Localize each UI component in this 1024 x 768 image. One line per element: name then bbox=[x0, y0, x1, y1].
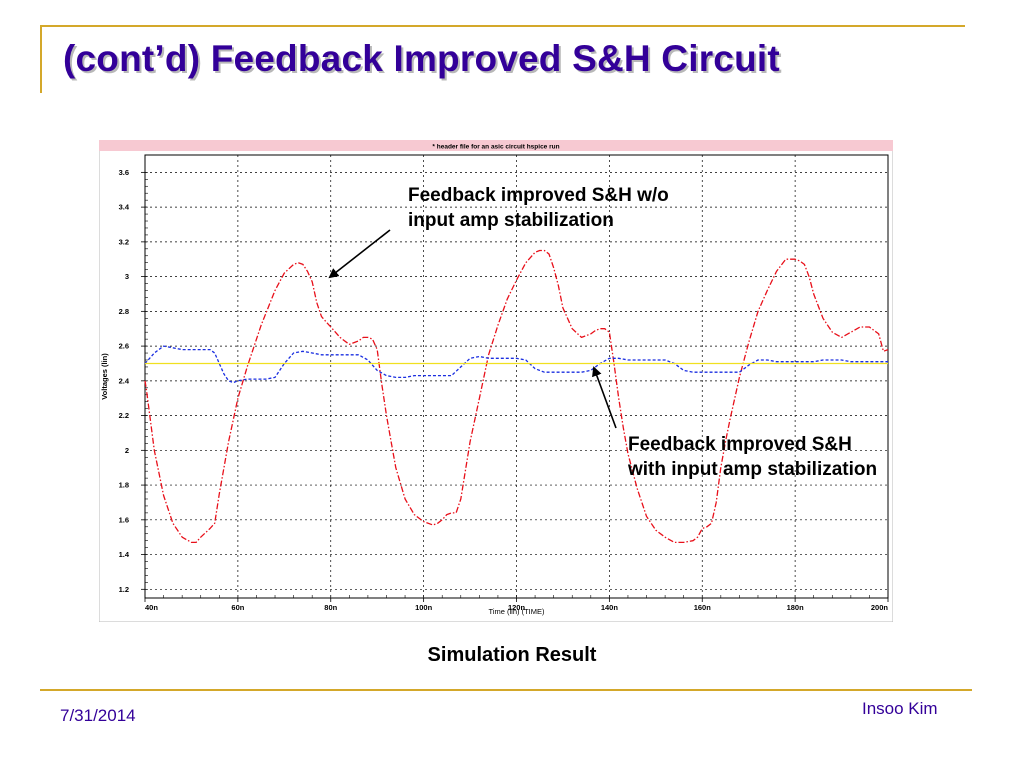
series-line-2 bbox=[144, 345, 888, 384]
y-tick-label: 2.4 bbox=[119, 376, 130, 385]
figure-caption: Simulation Result bbox=[427, 644, 597, 666]
x-tick-label: 120n bbox=[508, 603, 526, 612]
simulation-chart: * header file for an asic circuit hspice… bbox=[99, 140, 893, 622]
y-tick-label: 2 bbox=[125, 446, 129, 455]
x-tick-label: 40n bbox=[145, 603, 158, 612]
annotation-without-stabilization: Feedback improved S&H w/o input amp stab… bbox=[408, 183, 669, 233]
x-tick-label: 60n bbox=[231, 603, 244, 612]
y-tick-label: 3.6 bbox=[119, 168, 129, 177]
y-axis-label: Voltages (lin) bbox=[100, 353, 109, 400]
annotation-bottom-line1: Feedback improved S&H bbox=[628, 434, 852, 455]
title-side-rule bbox=[40, 25, 42, 93]
x-tick-label: 140n bbox=[601, 603, 619, 612]
y-tick-label: 1.4 bbox=[119, 550, 130, 559]
y-tick-label: 1.2 bbox=[119, 585, 129, 594]
annotation-top-line2: input amp stabilization bbox=[408, 210, 614, 231]
annotation-with-stabilization: Feedback improved S&H with input amp sta… bbox=[628, 432, 877, 482]
title-rule bbox=[40, 25, 965, 27]
y-tick-label: 1.6 bbox=[119, 515, 129, 524]
y-tick-label: 3.4 bbox=[119, 203, 130, 212]
x-tick-label: 100n bbox=[415, 603, 433, 612]
footer-author: Insoo Kim bbox=[862, 699, 938, 718]
x-tick-label: 180n bbox=[787, 603, 805, 612]
x-tick-label: 200n bbox=[871, 603, 889, 612]
y-tick-label: 2.6 bbox=[119, 342, 129, 351]
y-tick-label: 1.8 bbox=[119, 481, 129, 490]
annotation-bottom-line2: with input amp stabilization bbox=[628, 459, 878, 480]
y-tick-label: 2.8 bbox=[119, 307, 129, 316]
footer-rule bbox=[40, 689, 972, 691]
x-axis-label: Time (lin) (TIME) bbox=[489, 607, 545, 616]
x-tick-label: 80n bbox=[324, 603, 337, 612]
chart-header-band bbox=[99, 140, 893, 151]
y-tick-label: 2.2 bbox=[119, 411, 129, 420]
slide-title: (cont’d) Feedback Improved S&H Circuit bbox=[63, 38, 780, 79]
footer-date: 7/31/2014 bbox=[60, 706, 136, 725]
x-tick-label: 160n bbox=[694, 603, 712, 612]
y-tick-label: 3.2 bbox=[119, 237, 129, 246]
annotation-top-line1: Feedback improved S&H w/o bbox=[408, 185, 669, 206]
chart-title: * header file for an asic circuit hspice… bbox=[432, 144, 559, 151]
y-tick-label: 3 bbox=[125, 272, 129, 281]
chart-svg: * header file for an asic circuit hspice… bbox=[99, 140, 893, 622]
series-line-1 bbox=[144, 249, 889, 544]
